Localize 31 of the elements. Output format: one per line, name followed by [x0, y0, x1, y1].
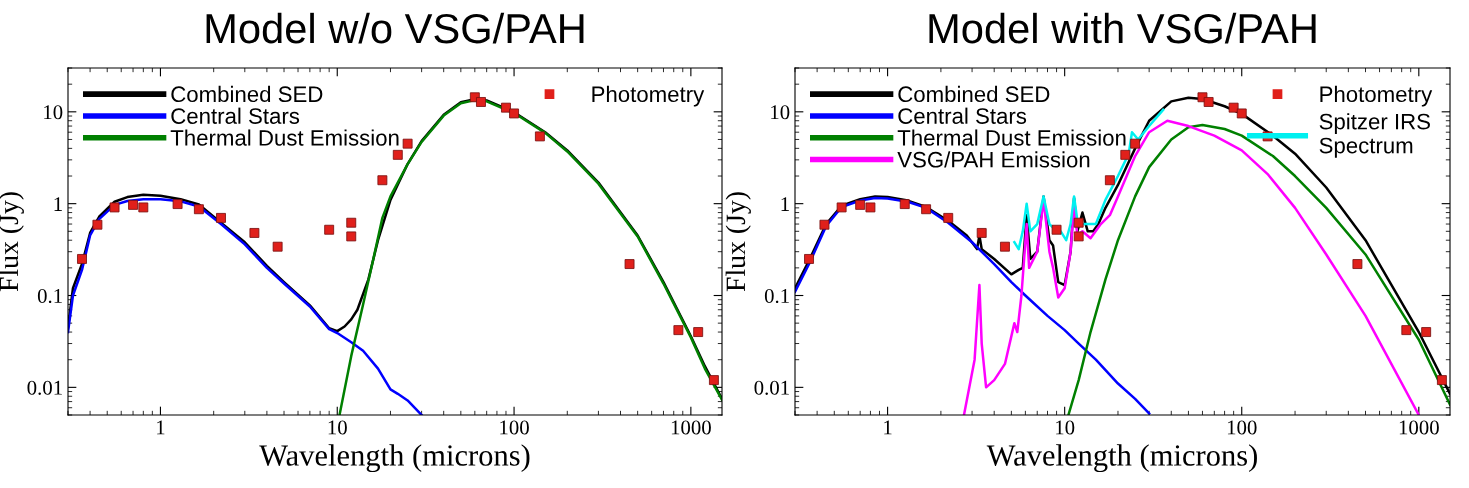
y-tick-label: 10: [771, 105, 790, 120]
x-tick-label: 10: [1056, 420, 1075, 435]
legend-label: Central Stars: [898, 107, 1027, 124]
y-axis-title: Flux (Jy): [725, 192, 751, 292]
chart-title: Model with VSG/PAH: [929, 12, 1316, 44]
y-tick-label: 0.01: [754, 380, 789, 395]
x-tick-label: 1: [157, 420, 165, 435]
legend-label: Thermal Dust Emission: [170, 129, 399, 146]
y-tick-label: 0.1: [37, 288, 62, 304]
y-tick-label: 0.01: [27, 380, 62, 395]
legend-label: Photometry: [592, 85, 705, 107]
x-tick-label: 100: [1227, 420, 1257, 435]
legend-label: VSG/PAH Emission: [897, 151, 1090, 168]
legend-label: Combined SED: [898, 85, 1050, 103]
x-tick-label: 1000: [1399, 420, 1439, 435]
legend-label: Photometry: [1320, 85, 1433, 107]
legend-label: Spitzer IRS Spectrum: [1319, 113, 1430, 158]
y-tick-label: 1: [54, 197, 62, 211]
x-tick-label: 10: [328, 420, 347, 435]
legend-label: Central Stars: [171, 107, 300, 124]
x-tick-label: 100: [500, 420, 529, 435]
legend-label: Thermal Dust Emission: [897, 129, 1126, 146]
y-tick-label: 10: [44, 105, 63, 120]
x-tick-label: 1000: [671, 420, 711, 435]
x-axis-title: Wavelength (microns): [986, 444, 1257, 473]
y-tick-label: 1: [781, 197, 789, 211]
x-tick-label: 1: [884, 420, 892, 435]
chart-title: Model w/o VSG/PAH: [206, 12, 584, 44]
x-axis-title: Wavelength (microns): [259, 444, 530, 473]
legend-label: Combined SED: [171, 85, 323, 103]
y-tick-label: 0.1: [764, 288, 789, 304]
